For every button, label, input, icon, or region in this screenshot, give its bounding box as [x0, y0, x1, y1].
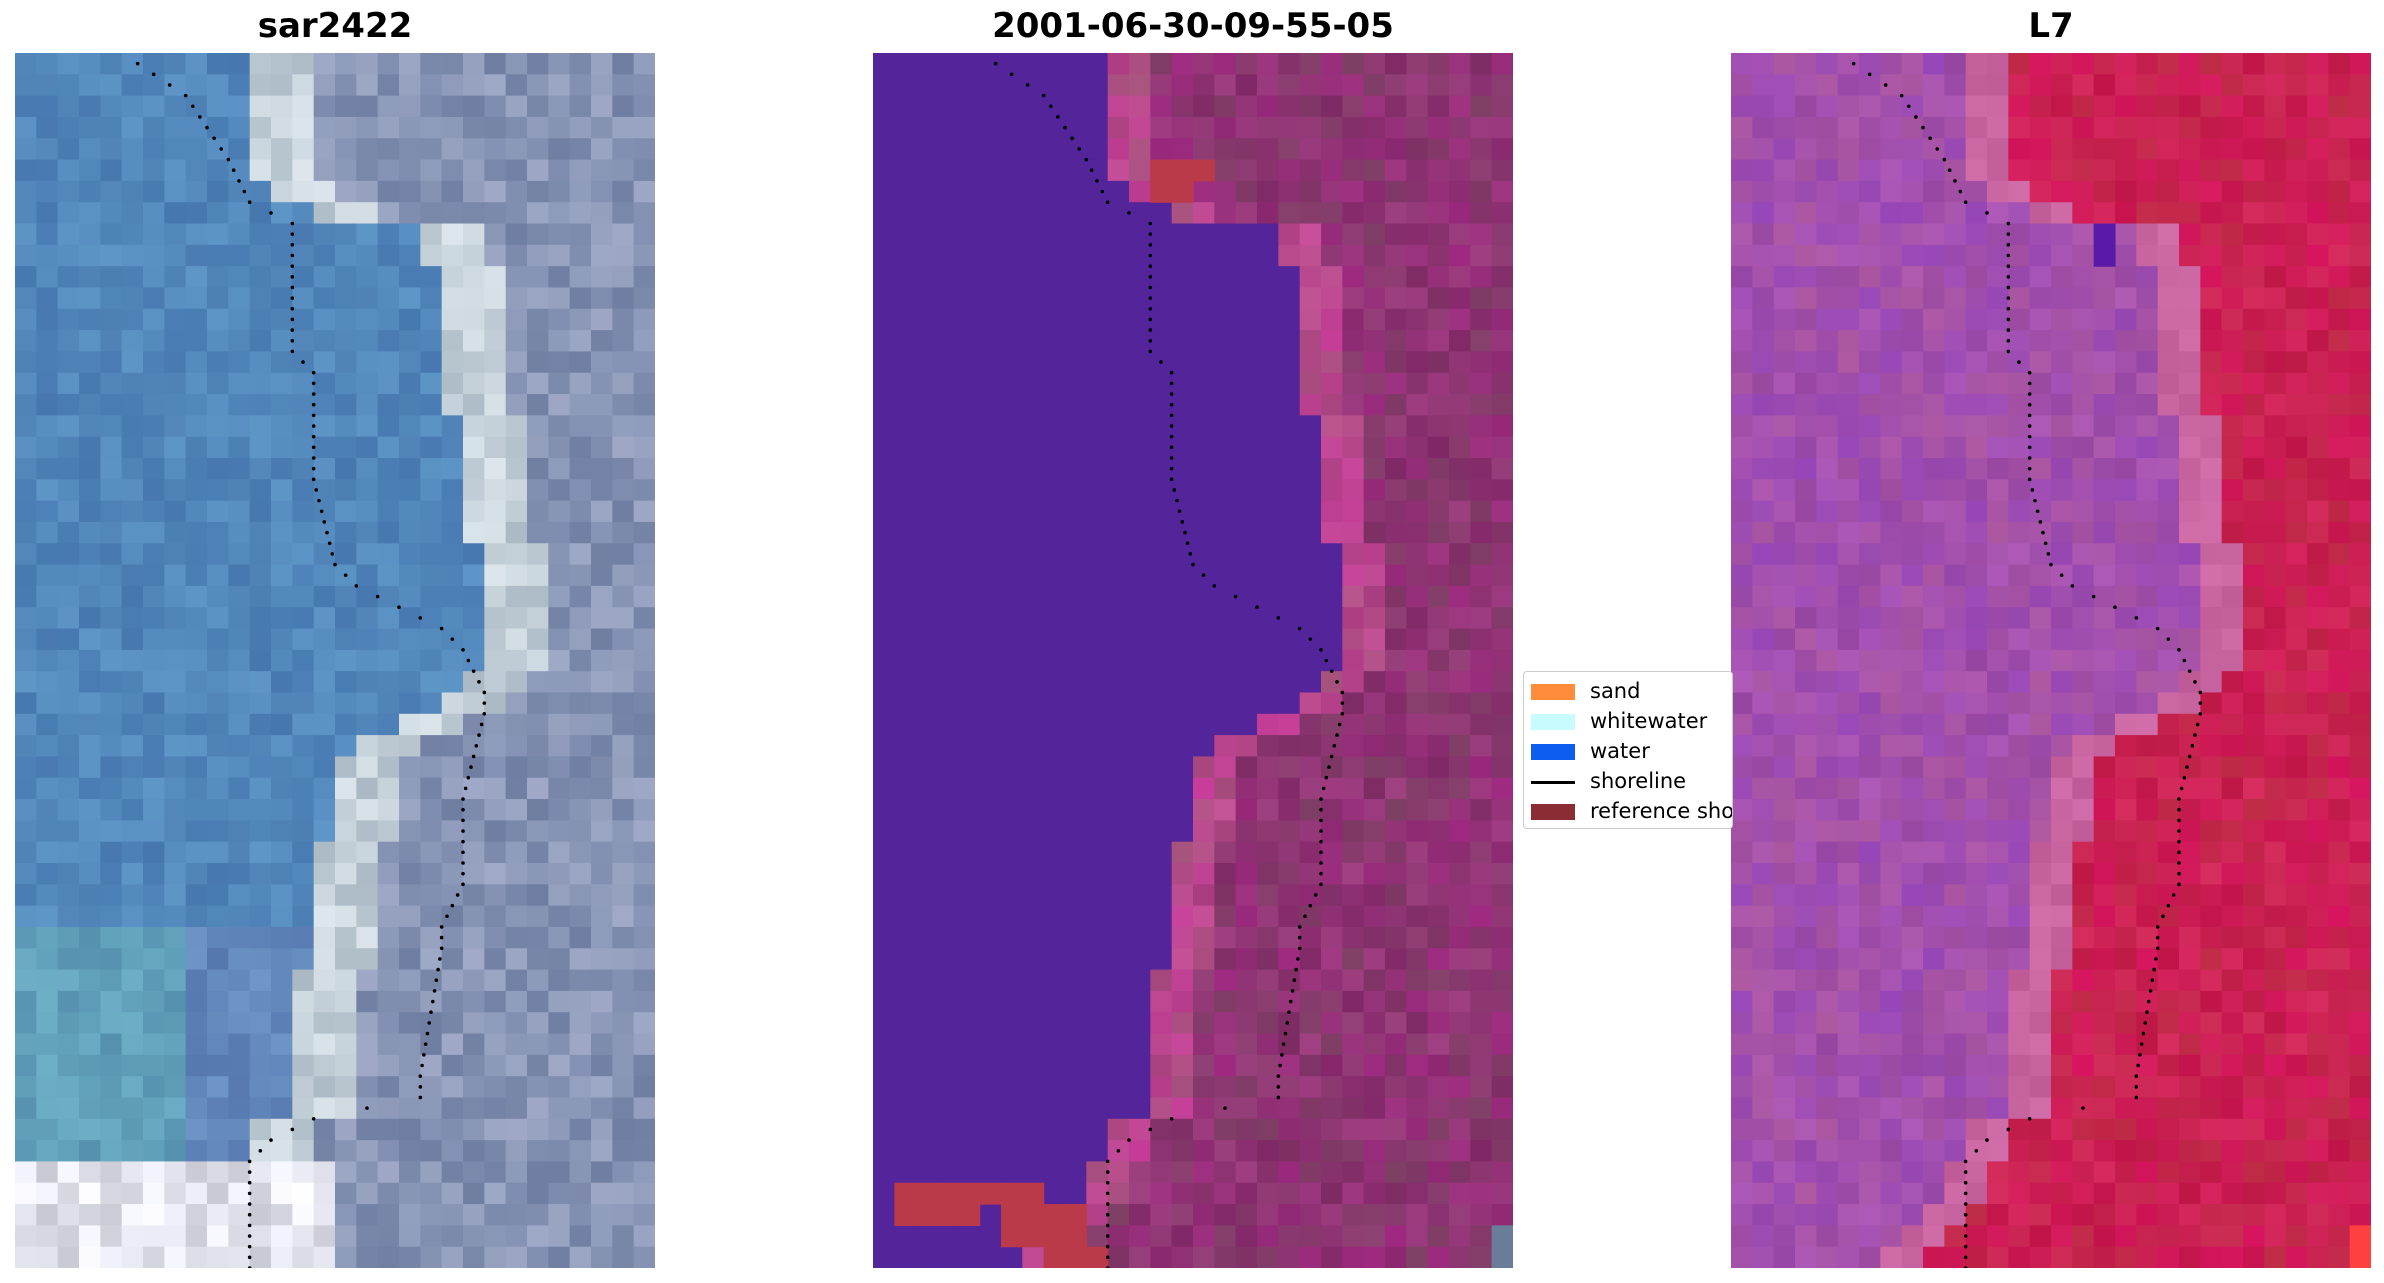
shoreline-rgb [135, 61, 487, 1268]
legend-item-water: water [1524, 738, 1732, 764]
legend-item-reference-shoreline: reference shoreline [1524, 798, 1733, 824]
legend-label: water [1590, 739, 1650, 763]
panel-title-index: L7 [2028, 6, 2074, 46]
panel-title-rgb: sar2422 [257, 6, 413, 46]
legend: sand whitewater water shoreline referenc… [1523, 671, 1733, 829]
legend-line-shoreline [1531, 781, 1575, 784]
legend-label: sand [1590, 679, 1641, 703]
legend-item-sand: sand [1524, 678, 1732, 704]
legend-swatch-water [1531, 744, 1575, 760]
legend-swatch-whitewater [1531, 714, 1575, 730]
legend-item-whitewater: whitewater [1524, 708, 1732, 734]
index-image [1731, 53, 2371, 1268]
legend-item-shoreline: shoreline [1524, 768, 1732, 794]
legend-swatch-reference-shoreline [1531, 804, 1575, 820]
legend-label: whitewater [1590, 709, 1708, 733]
rgb-satellite-image [15, 53, 655, 1268]
legend-swatch-sand [1531, 684, 1575, 700]
classified-image [873, 53, 1513, 1268]
shoreline-index [1851, 61, 2203, 1268]
legend-label: reference shoreline [1590, 799, 1733, 823]
shoreline-classified [993, 61, 1345, 1268]
panel-title-date: 2001-06-30-09-55-05 [992, 6, 1394, 46]
legend-label: shoreline [1590, 769, 1687, 793]
